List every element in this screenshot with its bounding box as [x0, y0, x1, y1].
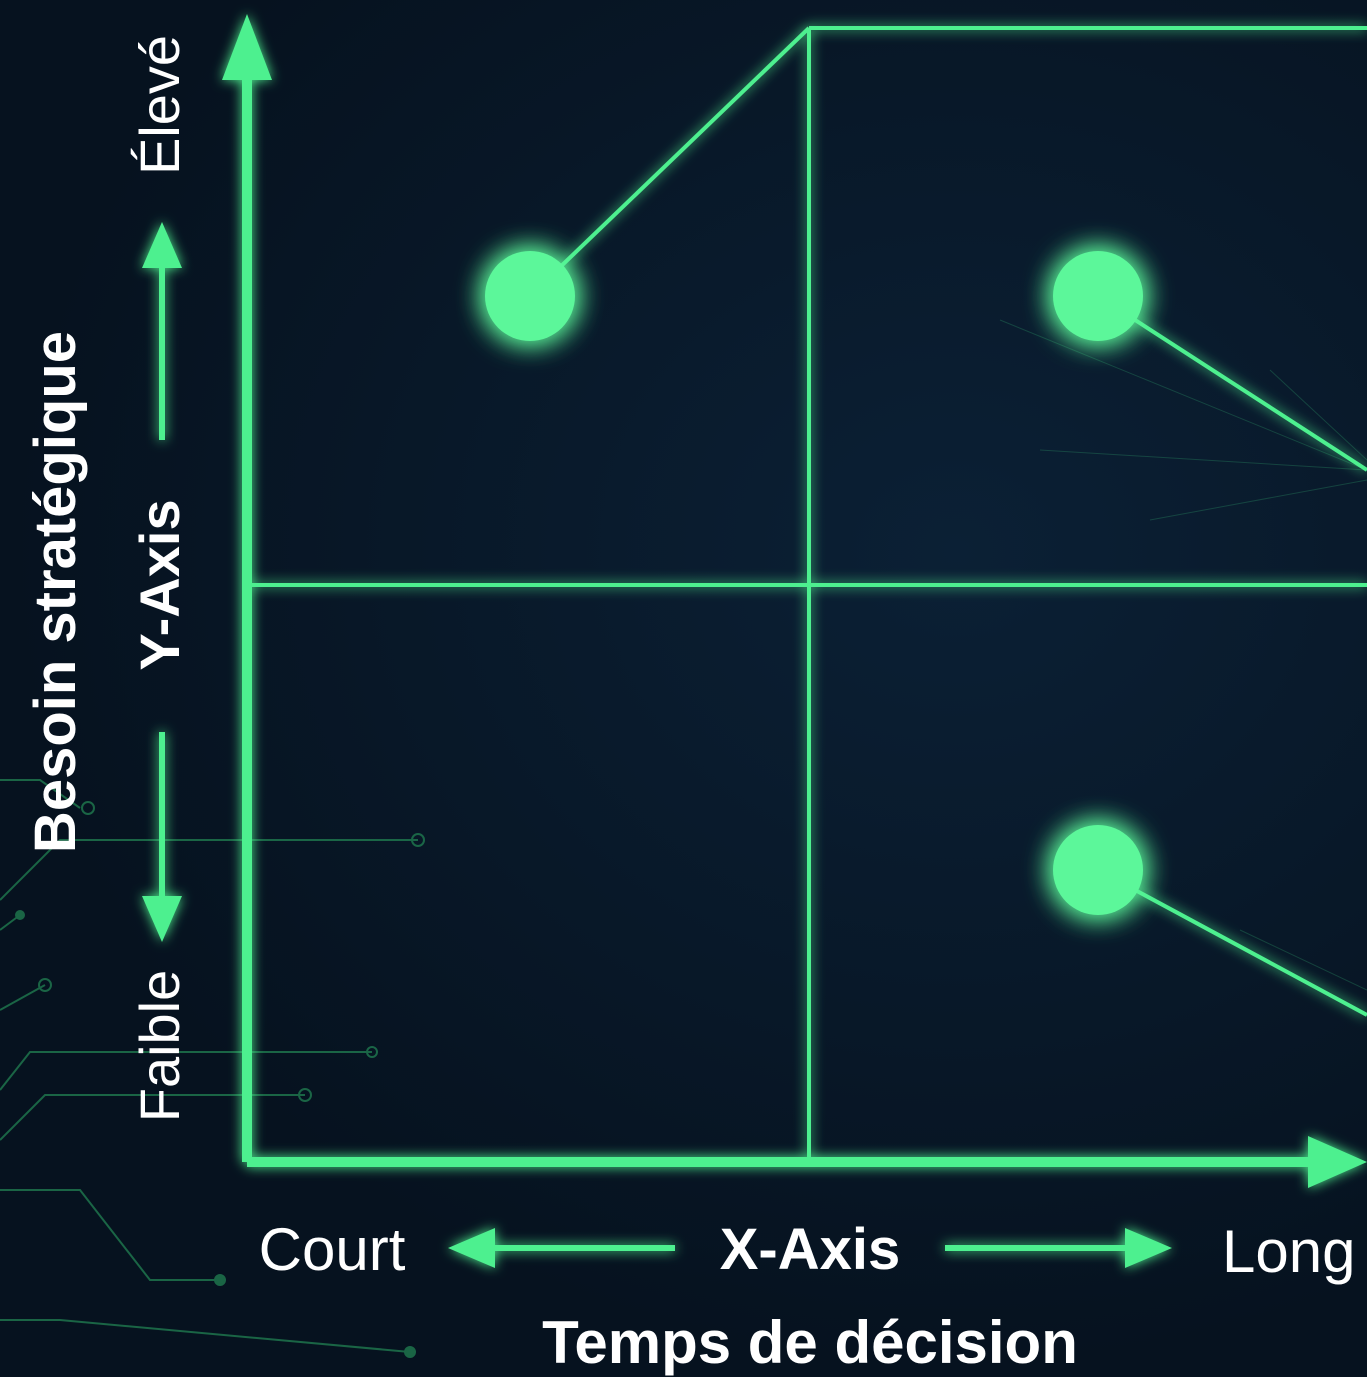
x-axis-high-label: Long	[1222, 1218, 1356, 1285]
circuit-trace	[0, 1319, 411, 1353]
x-axis-low-label: Court	[258, 1216, 406, 1283]
y-axis-title: Besoin stratégique	[23, 330, 88, 854]
circuit-node	[38, 978, 52, 992]
connector-line	[1097, 868, 1367, 1017]
y-axis-label-arrows	[142, 222, 182, 942]
x-axis-title: Temps de décision	[542, 1309, 1078, 1376]
y-axis-low-label: Faible	[128, 969, 191, 1123]
circuit-trace	[0, 839, 418, 901]
point-marker	[1053, 825, 1143, 915]
circuit-decoration	[0, 779, 425, 1358]
light-streaks	[999, 319, 1367, 991]
connector-line	[528, 26, 811, 298]
circuit-node	[366, 1046, 378, 1058]
circuit-node	[81, 801, 95, 815]
circuit-trace	[0, 1094, 305, 1141]
x-axis-label-arrows	[448, 1228, 1172, 1268]
y-axis-arrowhead	[222, 14, 272, 80]
circuit-node	[404, 1346, 416, 1358]
circuit-trace	[0, 1189, 220, 1281]
connector-line	[1096, 294, 1367, 472]
y-axis-high-label: Élevé	[128, 34, 191, 176]
x-axis-name: X-Axis	[719, 1217, 901, 1282]
circuit-node	[298, 1088, 312, 1102]
circuit-trace	[0, 984, 46, 1011]
circuit-node	[411, 833, 425, 847]
circuit-trace	[0, 1051, 372, 1091]
circuit-trace	[0, 779, 81, 809]
circuit-node	[15, 910, 25, 920]
point-marker	[485, 251, 575, 341]
point-marker	[1053, 251, 1143, 341]
y-axis-name: Y-Axis	[128, 499, 191, 671]
circuit-node	[214, 1274, 226, 1286]
x-axis-arrowhead	[1308, 1136, 1367, 1188]
